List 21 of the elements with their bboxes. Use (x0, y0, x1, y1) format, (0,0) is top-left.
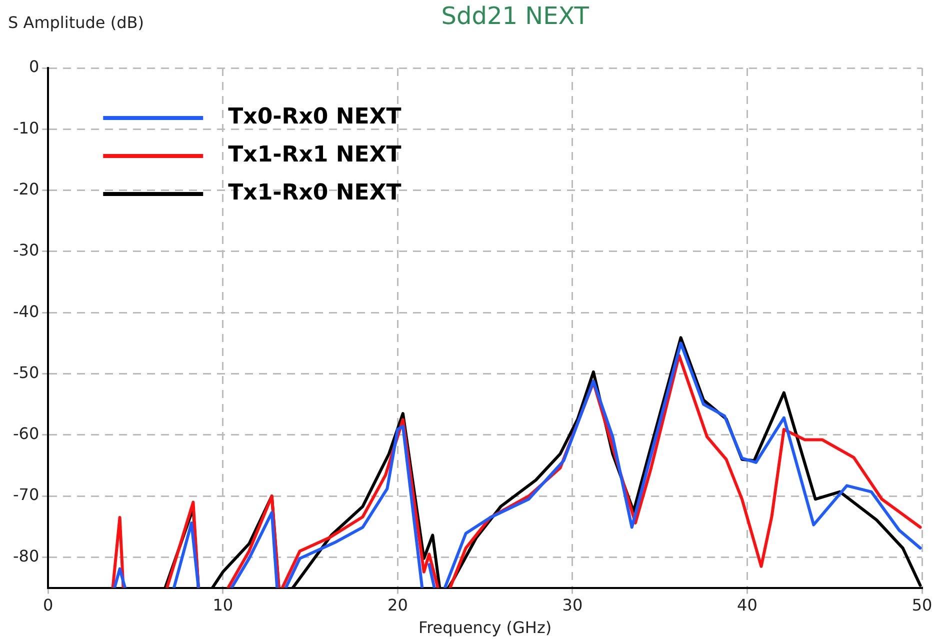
y-axis-title: S Amplitude (dB) (8, 13, 144, 32)
x-tick-label: 40 (737, 596, 758, 615)
x-axis-title: Frequency (GHz) (418, 618, 552, 638)
x-tick-label: 30 (562, 596, 583, 615)
y-tick-label: -40 (12, 302, 40, 321)
legend-label: Tx1-Rx0 NEXT (228, 180, 402, 206)
legend-label: Tx0-Rx0 NEXT (228, 104, 402, 130)
y-tick-label: 0 (28, 57, 40, 76)
y-tick-label: -30 (12, 240, 40, 260)
chart-title: Sdd21 NEXT (441, 2, 590, 30)
x-tick-label: 20 (388, 596, 408, 615)
y-tick-label: -50 (12, 362, 40, 382)
x-tick-label: 0 (43, 596, 54, 615)
y-tick-label: -70 (12, 485, 40, 504)
legend-label: Tx1-Rx1 NEXT (228, 142, 402, 168)
y-tick-label: -80 (12, 546, 40, 566)
x-tick-label: 50 (912, 596, 932, 615)
y-tick-label: -60 (12, 424, 40, 444)
x-tick-label: 10 (212, 596, 234, 615)
y-tick-label: -10 (12, 118, 40, 138)
y-tick-label: -20 (12, 179, 40, 198)
